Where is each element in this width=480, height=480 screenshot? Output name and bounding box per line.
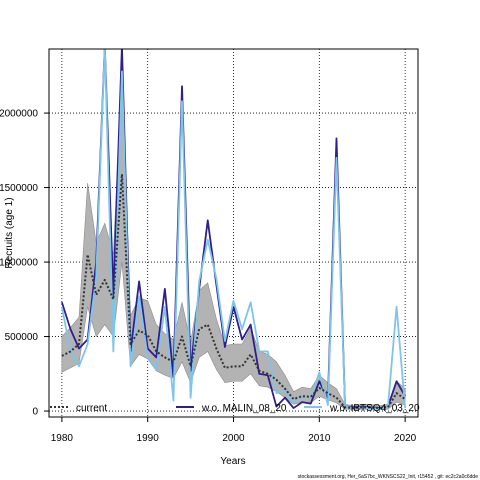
footer-credit: stockassessment.org, Her_6aS7bc_WKNSCS22… [298, 474, 479, 480]
legend-label-3: w.o. IBTSQ4_03_20 [329, 403, 420, 414]
y-axis: 0 500000 1000000 1500000 2000000 [0, 109, 49, 418]
y-tick-label-500000: 500000 [5, 332, 39, 343]
series-line-3 [60, 49, 407, 410]
series-line-1 [61, 173, 406, 410]
y-axis-label: Recruits (age 1) [4, 197, 15, 268]
y-tick-label-1500000: 1500000 [0, 183, 38, 194]
series-lines [60, 49, 407, 410]
legend-label-2: w.o. MALIN_08_20 [201, 403, 287, 414]
x-axis-label: Years [220, 456, 245, 467]
legend-label-1: current [76, 403, 107, 414]
y-tick-label-0: 0 [32, 407, 38, 418]
x-tick-label-2000: 2000 [222, 433, 245, 444]
x-tick-label-2020: 2020 [394, 433, 417, 444]
x-tick-label-1980: 1980 [51, 433, 74, 444]
x-tick-label-1990: 1990 [137, 433, 160, 444]
x-tick-label-2010: 2010 [308, 433, 331, 444]
y-tick-label-2000000: 2000000 [0, 109, 38, 120]
y-tick-label-1000000: 1000000 [0, 258, 38, 269]
x-axis: 1980 1990 2000 2010 2020 [51, 417, 417, 444]
legend: current w.o. MALIN_08_20 w.o. IBTSQ4_03_20 [50, 403, 420, 414]
